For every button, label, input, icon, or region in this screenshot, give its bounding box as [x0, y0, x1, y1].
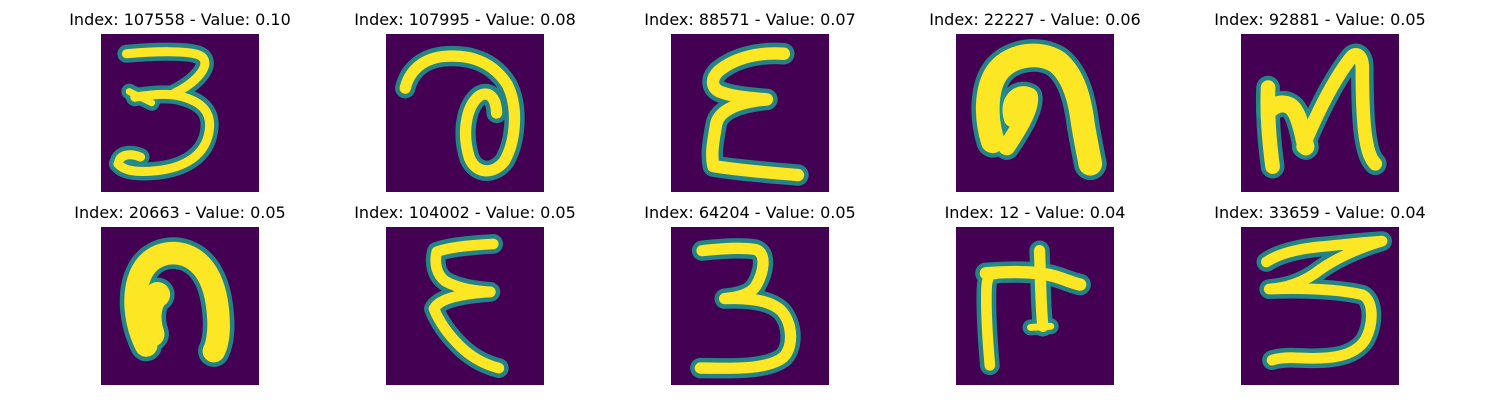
glyph-stroke [125, 88, 156, 107]
image-panel: Index: 88571 - Value: 0.07 [610, 10, 890, 200]
glyph-canvas [956, 227, 1114, 385]
glyph-image [386, 227, 544, 385]
glyph-canvas [1241, 227, 1399, 385]
glyph-image [101, 34, 259, 192]
glyph-stroke [1027, 322, 1055, 331]
glyph-stroke [1296, 48, 1383, 171]
glyph-stroke [136, 282, 171, 347]
image-panel: Index: 92881 - Value: 0.05 [1180, 10, 1460, 200]
image-panel: Index: 104002 - Value: 0.05 [325, 203, 605, 393]
image-panel: Index: 107995 - Value: 0.08 [325, 10, 605, 200]
glyph-image [956, 34, 1114, 192]
image-panel: Index: 33659 - Value: 0.04 [1180, 203, 1460, 393]
glyph-stroke [1261, 235, 1388, 366]
panel-title: Index: 107558 - Value: 0.10 [69, 10, 291, 29]
glyph-image [956, 227, 1114, 385]
glyph-stroke [121, 47, 210, 98]
image-panel: Index: 107558 - Value: 0.10 [40, 10, 320, 200]
panel-title: Index: 92881 - Value: 0.05 [1214, 10, 1426, 29]
panel-title: Index: 107995 - Value: 0.08 [354, 10, 576, 29]
image-panel: Index: 64204 - Value: 0.05 [610, 203, 890, 393]
glyph-canvas [671, 227, 829, 385]
glyph-canvas [671, 34, 829, 192]
glyph-stroke [1260, 80, 1280, 174]
image-panel: Index: 20663 - Value: 0.05 [40, 203, 320, 393]
panel-title: Index: 88571 - Value: 0.07 [644, 10, 856, 29]
glyph-image [386, 34, 544, 192]
glyph-image [101, 227, 259, 385]
image-panel: Index: 12 - Value: 0.04 [895, 203, 1175, 393]
glyph-canvas [1241, 34, 1399, 192]
glyph-image [671, 34, 829, 192]
glyph-stroke [979, 265, 1087, 291]
glyph-image [1241, 227, 1399, 385]
panel-title: Index: 64204 - Value: 0.05 [644, 203, 856, 222]
glyph-stroke [428, 238, 505, 374]
glyph-stroke [113, 89, 215, 176]
panel-title: Index: 33659 - Value: 0.04 [1214, 203, 1426, 222]
glyph-canvas [956, 34, 1114, 192]
glyph-stroke [998, 86, 1039, 156]
panel-title: Index: 104002 - Value: 0.05 [354, 203, 576, 222]
glyph-canvas [386, 34, 544, 192]
glyph-stroke [694, 242, 797, 374]
glyph-stroke [975, 43, 1103, 176]
panel-title: Index: 20663 - Value: 0.05 [74, 203, 286, 222]
glyph-image [671, 227, 829, 385]
glyph-stroke [114, 150, 146, 166]
image-panel: Index: 22227 - Value: 0.06 [895, 10, 1175, 200]
glyph-canvas [101, 34, 259, 192]
glyph-image [1241, 34, 1399, 192]
glyph-stroke [399, 50, 521, 177]
panel-title: Index: 12 - Value: 0.04 [944, 203, 1126, 222]
panel-title: Index: 22227 - Value: 0.06 [929, 10, 1141, 29]
glyph-stroke [706, 47, 805, 182]
glyph-canvas [101, 227, 259, 385]
glyph-stroke [124, 241, 230, 363]
glyph-stroke [1033, 245, 1049, 332]
glyph-canvas [386, 227, 544, 385]
